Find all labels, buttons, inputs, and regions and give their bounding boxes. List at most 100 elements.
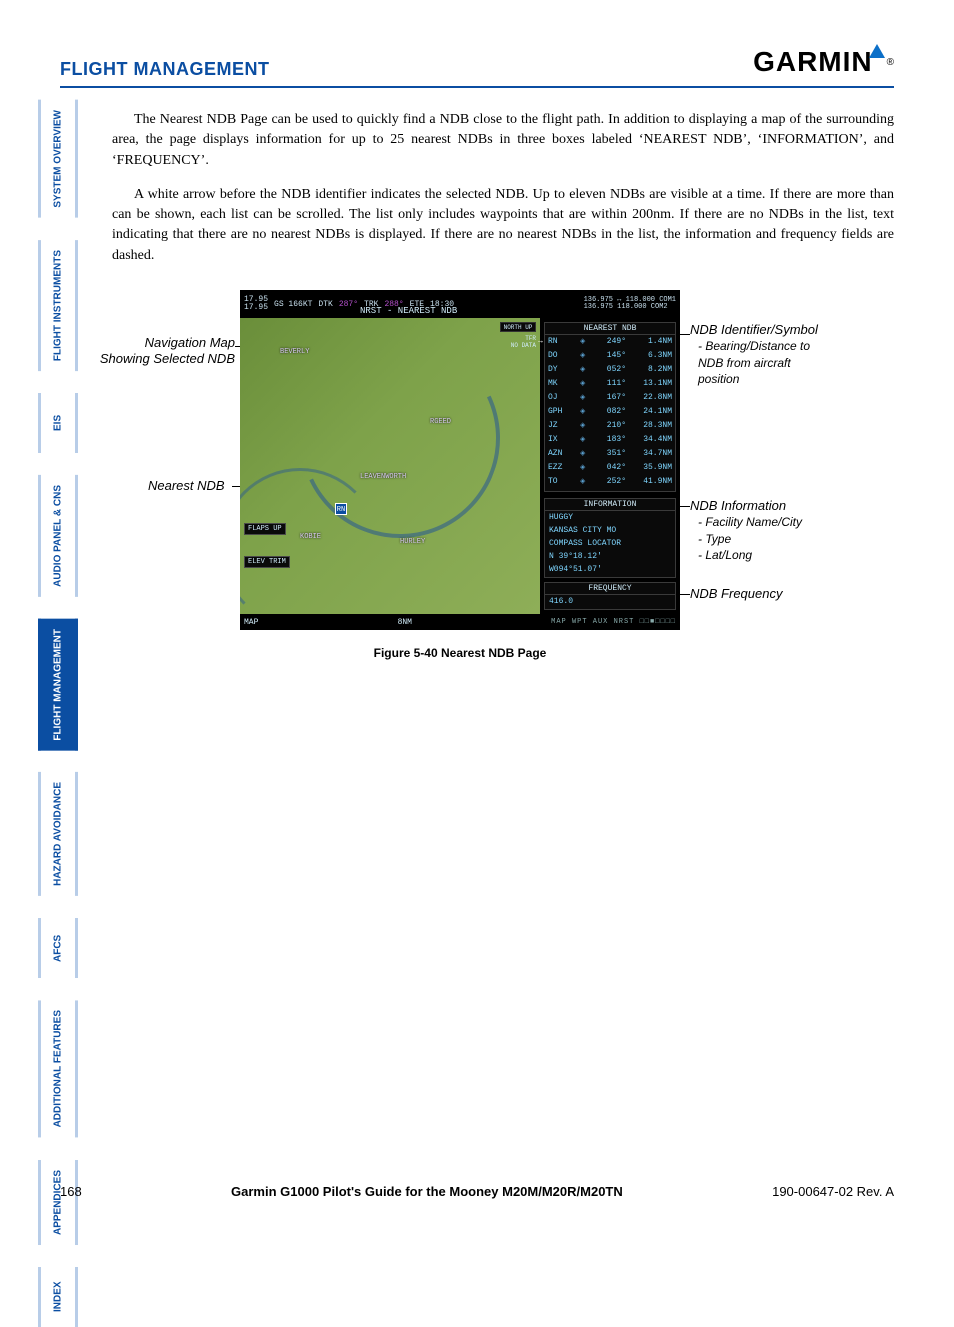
- ndb-distance: 41.9NM: [634, 475, 672, 489]
- tab-audio-panel-cns[interactable]: AUDIO PANEL & CNS: [38, 475, 78, 597]
- ndb-row[interactable]: OJ◈167°22.8NM: [545, 391, 675, 405]
- callout-ndb-id-text: NDB Identifier/Symbol: [690, 322, 818, 337]
- map-area: NORTH UP TFR NO DATA BEVERLY RGEED LEAVE…: [240, 318, 540, 614]
- tab-index[interactable]: INDEX: [38, 1267, 78, 1327]
- tfr-nodata: NO DATA: [511, 342, 536, 349]
- map-label: HURLEY: [400, 538, 425, 546]
- tfr-status: TFR NO DATA: [511, 336, 536, 349]
- dtk-label: DTK: [318, 300, 332, 309]
- ndb-symbol-icon: ◈: [580, 335, 590, 349]
- callout-ndb-information: NDB Information - Facility Name/City - T…: [690, 498, 802, 563]
- info-type: COMPASS LOCATOR: [545, 537, 675, 550]
- frequency-value: 416.0: [545, 595, 675, 608]
- ndb-row[interactable]: EZZ◈042°35.9NM: [545, 461, 675, 475]
- tab-appendices[interactable]: APPENDICES: [38, 1160, 78, 1245]
- tab-flight-instruments[interactable]: FLIGHT INSTRUMENTS: [38, 240, 78, 371]
- map-label: LEAVENWORTH: [360, 473, 406, 481]
- ndb-bearing: 082°: [598, 405, 626, 419]
- tab-flight-management[interactable]: FLIGHT MANAGEMENT: [38, 619, 78, 751]
- ndb-bearing: 145°: [598, 349, 626, 363]
- map-softkey: MAP: [244, 618, 258, 627]
- ndb-row[interactable]: JZ ◈ 210° 28.3NM: [545, 419, 675, 433]
- tab-additional-features[interactable]: ADDITIONAL FEATURES: [38, 1000, 78, 1137]
- ndb-bearing: 111°: [598, 377, 626, 391]
- ndb-ident: DO: [548, 349, 572, 363]
- ndb-ident: DY: [548, 363, 572, 377]
- ndb-row[interactable]: IX◈183°34.4NM: [545, 433, 675, 447]
- nav2-freq: 17.95: [244, 304, 268, 312]
- callout-ndb-info-sub1: - Facility Name/City: [698, 515, 802, 529]
- ndb-row[interactable]: AZN◈351°34.7NM: [545, 447, 675, 461]
- ndb-bearing: 042°: [598, 461, 626, 475]
- ndb-distance: 28.3NM: [634, 419, 672, 433]
- figure-5-40: Navigation Map Showing Selected NDB Near…: [100, 290, 900, 690]
- ndb-row[interactable]: MK◈111°13.1NM: [545, 377, 675, 391]
- screen-topbar: 17.95 17.95 GS 166KT DTK 287° TRK 288° E…: [240, 290, 680, 318]
- map-label: KOBIE: [300, 533, 321, 541]
- ndb-distance: 34.4NM: [634, 433, 672, 447]
- map-scale: 8NM: [398, 618, 412, 627]
- screen-page-title: NRST - NEAREST NDB: [360, 306, 457, 316]
- paragraph-1: The Nearest NDB Page can be used to quic…: [112, 110, 894, 171]
- callout-ndb-id-sub2: NDB from aircraft: [698, 356, 791, 370]
- gs-readout: GS 166KT: [274, 300, 312, 309]
- north-up-badge: NORTH UP: [500, 322, 536, 332]
- ndb-row[interactable]: RN◈249°1.4NM: [545, 335, 675, 349]
- ndb-symbol-icon: ◈: [580, 363, 590, 377]
- map-label: BEVERLY: [280, 348, 309, 356]
- ndb-bearing: 249°: [598, 335, 626, 349]
- ndb-symbol-icon: ◈: [580, 405, 590, 419]
- ndb-ident: GPH: [548, 405, 572, 419]
- tab-hazard-avoidance[interactable]: HAZARD AVOIDANCE: [38, 772, 78, 896]
- information-panel: INFORMATION HUGGY KANSAS CITY MO COMPASS…: [544, 498, 676, 578]
- figure-caption: Figure 5-40 Nearest NDB Page: [100, 646, 820, 660]
- ndb-ident: RN: [548, 335, 572, 349]
- ndb-symbol-icon: ◈: [580, 419, 590, 433]
- g1000-screen: 17.95 17.95 GS 166KT DTK 287° TRK 288° E…: [240, 290, 680, 630]
- flaps-indicator: FLAPS UP: [244, 523, 286, 535]
- ndb-row[interactable]: DO◈145°6.3NM: [545, 349, 675, 363]
- callout-ndb-id-sub3: position: [698, 372, 739, 386]
- ndb-symbol-icon: ◈: [580, 349, 590, 363]
- ndb-ident: AZN: [548, 447, 572, 461]
- ndb-symbol-icon: ◈: [580, 447, 590, 461]
- ndb-bearing: 210°: [598, 419, 626, 433]
- ndb-symbol-icon: ◈: [580, 391, 590, 405]
- tab-afcs[interactable]: AFCS: [38, 918, 78, 978]
- ndb-bearing: 351°: [598, 447, 626, 461]
- ndb-list: RN◈249°1.4NM DO◈145°6.3NM DY◈052°8.2NM M…: [545, 335, 675, 489]
- footer-revision: 190-00647-02 Rev. A: [772, 1184, 894, 1199]
- ndb-row[interactable]: TO◈252°41.9NM: [545, 475, 675, 489]
- tab-eis[interactable]: EIS: [38, 393, 78, 453]
- ndb-ident: IX: [548, 433, 572, 447]
- ndb-row[interactable]: GPH◈082°24.1NM: [545, 405, 675, 419]
- body-content: The Nearest NDB Page can be used to quic…: [112, 110, 894, 280]
- ndb-ident: JZ: [548, 419, 572, 433]
- garmin-logo: GARMIN ®: [753, 44, 894, 80]
- screen-bottombar: MAP 8NM MAP WPT AUX NRST □□■□□□□: [240, 614, 680, 630]
- callout-ndb-info-text: NDB Information: [690, 498, 786, 513]
- dtk-value: 287°: [339, 300, 358, 309]
- frequency-title: FREQUENCY: [545, 583, 675, 595]
- ndb-ident: OJ: [548, 391, 572, 405]
- frequency-panel: FREQUENCY 416.0: [544, 582, 676, 610]
- ndb-row[interactable]: DY◈052°8.2NM: [545, 363, 675, 377]
- ndb-bearing: 052°: [598, 363, 626, 377]
- section-title: FLIGHT MANAGEMENT: [60, 59, 269, 80]
- ndb-ident: MK: [548, 377, 572, 391]
- ndb-symbol-icon: ◈: [580, 461, 590, 475]
- tab-system-overview[interactable]: SYSTEM OVERVIEW: [38, 100, 78, 218]
- page-footer: 168 Garmin G1000 Pilot's Guide for the M…: [60, 1184, 894, 1199]
- registered-mark: ®: [887, 57, 894, 68]
- ndb-symbol-icon: ◈: [580, 475, 590, 489]
- garmin-logo-text: GARMIN: [753, 46, 873, 78]
- ndb-symbol-icon: ◈: [580, 377, 590, 391]
- callout-nav-map: Navigation Map Showing Selected NDB: [95, 335, 235, 368]
- info-facility-name: HUGGY: [545, 511, 675, 524]
- paragraph-2: A white arrow before the NDB identifier …: [112, 185, 894, 266]
- ndb-distance: 22.8NM: [634, 391, 672, 405]
- callout-ndb-id-sub1: - Bearing/Distance to: [698, 339, 810, 353]
- info-lat: N 39°18.12': [545, 550, 675, 563]
- callout-ndb-identifier: NDB Identifier/Symbol - Bearing/Distance…: [690, 322, 818, 387]
- com2-freq: 136.975 118.000 COM2: [584, 304, 676, 311]
